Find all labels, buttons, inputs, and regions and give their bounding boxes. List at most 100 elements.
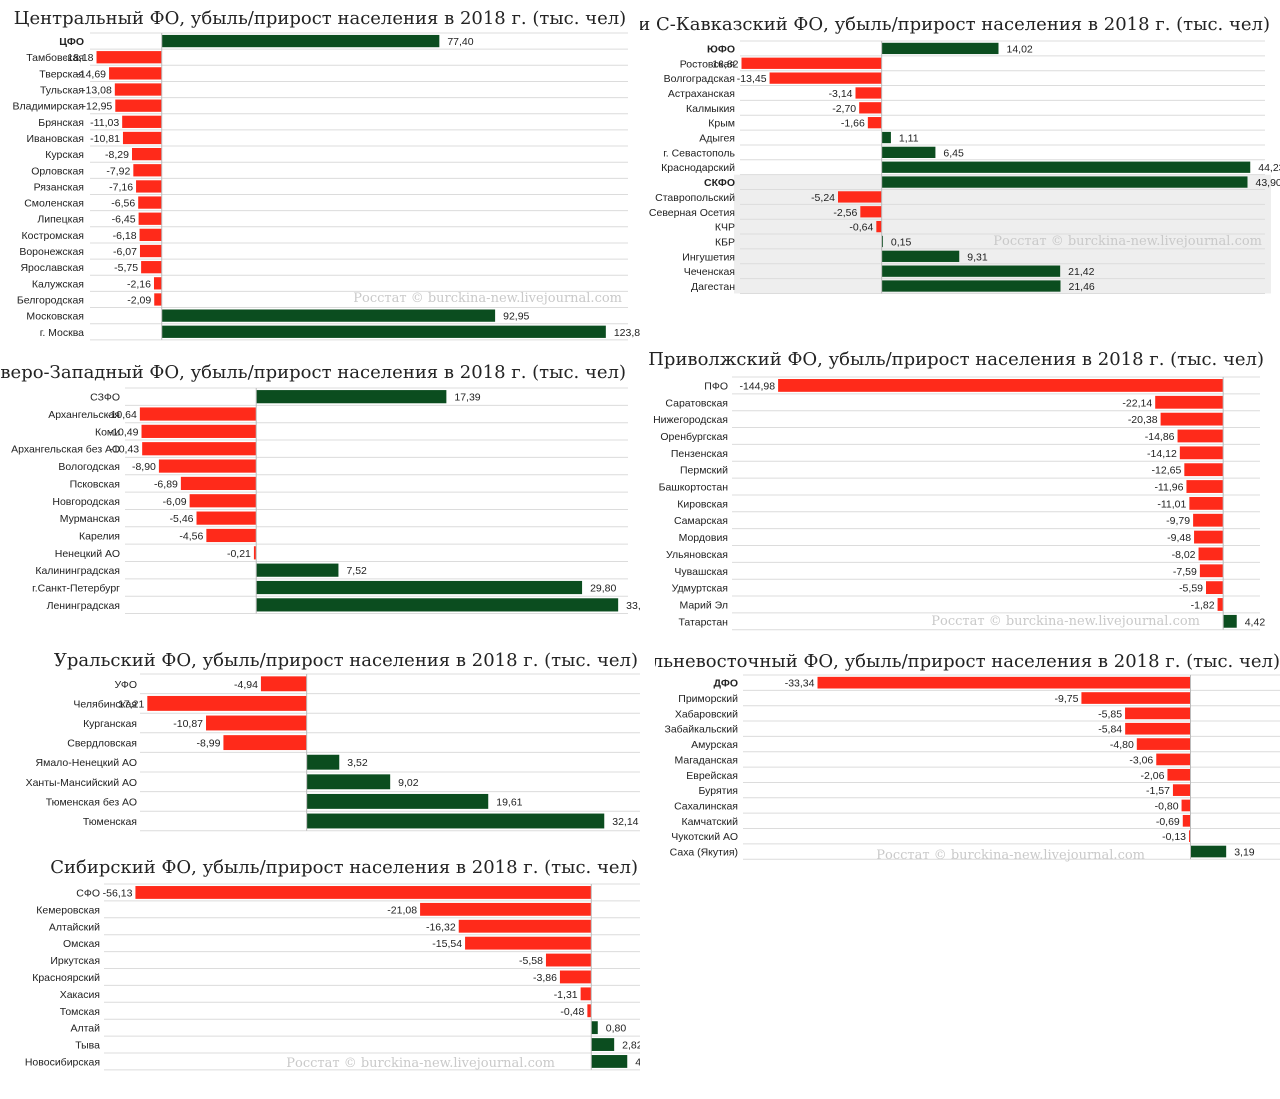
category-label: Сахалинская [674,800,738,812]
bar [114,83,162,96]
category-label: Ханты-Мансийский АО [26,777,137,789]
category-label: КБР [715,236,735,248]
value-label: -11,01 [1157,498,1186,510]
bar [196,511,257,525]
value-label: 3,19 [1234,847,1255,859]
chart-title: Дальневосточный ФО, убыль/прирост населе… [655,651,1280,672]
category-label: Калмыкия [686,103,735,115]
value-label: -3,86 [533,972,557,984]
category-label: Кемеровская [36,904,100,916]
category-label: КЧР [715,222,735,234]
bar [881,280,1061,292]
value-label: -14,69 [76,68,106,80]
value-label: -14,12 [1147,448,1177,460]
category-label: СЗФО [90,392,120,404]
bar [859,102,882,114]
value-label: -8,29 [105,149,129,161]
chart-central-svg: Центральный ФО, убыль/прирост населения … [13,8,640,341]
category-label: ЮФО [707,43,735,55]
category-label: Ростовская [680,58,735,70]
bar [139,407,257,421]
value-label: -1,31 [554,989,578,1001]
bar [420,902,592,916]
category-label: Магаданская [674,754,738,766]
bar [1160,412,1224,426]
bar [867,117,882,129]
category-label: Хабаровский [675,708,738,720]
category-label: Рязанская [34,181,84,193]
value-label: -9,79 [1166,515,1190,527]
category-label: Амурская [691,739,738,751]
category-label: Тульская [40,85,84,97]
value-label: -10,49 [109,426,139,438]
value-label: -22,14 [1122,397,1152,409]
category-label: Волгоградская [664,73,735,85]
category-label: Самарская [674,515,728,527]
category-label: Саратовская [665,397,728,409]
value-label: 33,10 [626,600,640,612]
value-label: -5,58 [519,955,543,967]
category-label: Карелия [79,530,120,542]
bar [253,546,257,560]
bar [1198,547,1224,561]
watermark: Росстат © burckina-new.livejournal.com [931,614,1200,629]
value-label: 21,42 [1068,266,1094,278]
bar [141,424,257,438]
value-label: 9,02 [398,777,419,789]
value-label: -20,38 [1128,414,1158,426]
category-label: Воронежская [19,246,84,258]
bar [1184,463,1224,477]
bar [206,715,307,731]
value-label: -6,45 [112,214,136,226]
bar [153,277,162,290]
value-label: -7,16 [109,181,133,193]
category-label: Калужская [32,278,84,290]
category-label: Красноярский [32,972,100,984]
chart-ural: Уральский ФО, убыль/прирост населения в … [0,647,640,842]
value-label: 19,61 [496,796,522,808]
bar [838,191,882,203]
bar [1190,845,1227,858]
category-label: г. Севастополь [663,147,735,159]
value-label: 21,46 [1069,281,1095,293]
value-label: -15,54 [432,938,462,950]
value-label: 7,52 [346,565,367,577]
category-label: Удмуртская [672,583,728,595]
category-label: Башкортостан [659,482,729,494]
bar [122,131,162,145]
category-label: Ставропольский [655,192,735,204]
bar [306,793,489,809]
value-label: 16,82 [712,58,738,70]
value-label: 4,43 [635,1056,640,1068]
category-label: СФО [76,887,100,899]
category-label: Кировская [677,498,728,510]
category-label: Иркутская [50,955,100,967]
bar [1189,496,1224,510]
category-label: Северная Осетия [649,207,735,219]
value-label: -13,45 [737,73,767,85]
chart-south-svg: Южный и С-Кавказский ФО, убыль/прирост н… [640,14,1280,294]
value-label: 123,82 [614,327,640,339]
category-label: Омская [63,938,100,950]
category-label: Крым [708,118,735,130]
value-label: 6,45 [943,147,964,159]
bar [109,67,162,80]
category-label: Ненецкий АО [55,548,120,560]
bar [1206,581,1224,595]
value-label: -18,18 [64,52,94,64]
bar [122,115,162,128]
bar [881,265,1061,277]
category-label: Забайкальский [665,724,739,736]
value-label: 32,14 [612,816,638,828]
value-label: -5,75 [114,262,138,274]
value-label: 29,80 [590,583,616,595]
value-label: 77,40 [447,36,473,48]
bar [306,774,391,790]
bar [855,87,882,99]
bar [881,131,891,144]
bar [1182,814,1191,827]
bar [559,970,592,984]
bar [860,206,882,218]
bar [1189,830,1191,843]
category-label: Мордовия [679,532,728,544]
